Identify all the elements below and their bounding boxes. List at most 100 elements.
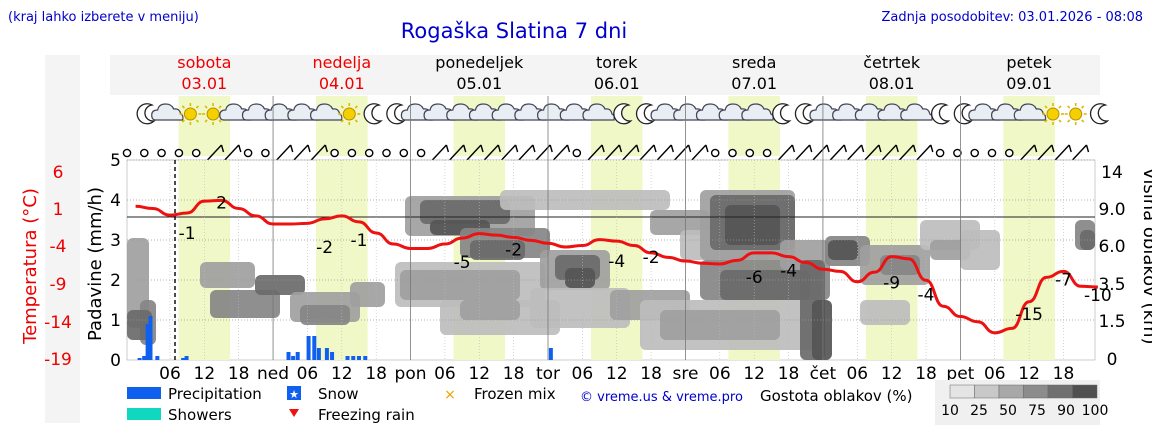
wind-barb	[864, 144, 880, 161]
wind-barb	[881, 144, 897, 161]
cloud-height-axis-label: Višina oblakov (km)	[1139, 167, 1152, 344]
density-swatch	[974, 384, 1000, 399]
wind-barb	[691, 144, 707, 161]
cloud-height-tick: 6.0	[1098, 237, 1125, 257]
cloud-density-cell	[720, 270, 810, 300]
x-tick: pon	[395, 364, 427, 384]
precip-bar	[324, 348, 329, 360]
wind-barb	[1071, 144, 1088, 161]
copyright[interactable]: © vreme.us & vreme.pro	[580, 390, 743, 405]
wind-barb	[532, 144, 536, 153]
wind-barb	[310, 144, 326, 161]
precip-bar	[330, 352, 335, 360]
temp-label: -7	[1055, 270, 1072, 290]
wind-barb	[843, 144, 847, 153]
precip-bar	[548, 348, 553, 360]
x-tick: 12	[194, 364, 216, 384]
x-tick: 18	[640, 364, 662, 384]
wind-barb	[518, 144, 534, 161]
region-hint-link[interactable]: (kraj lahko izberete v meniju)	[8, 10, 199, 25]
temp-axis-ticks: 6 1 -4 -9 -14 -19	[44, 163, 72, 370]
temp-label: -10	[1084, 286, 1112, 306]
cloud-density-cell	[725, 205, 780, 245]
wind-barb	[898, 144, 915, 161]
temp-label: -5	[454, 253, 471, 273]
cloud-density-scale: 10 25 50 75 90 100	[941, 384, 1108, 419]
x-tick: 06	[159, 364, 181, 384]
calm-wind-icon	[416, 148, 426, 158]
precip-tick: 1	[110, 311, 121, 331]
wind-barb	[431, 144, 447, 161]
precip-bar	[145, 324, 150, 360]
cloud-density-layer	[127, 190, 1095, 360]
precip-tick: 0	[110, 351, 121, 371]
day-date: 03.01	[181, 74, 227, 93]
calm-wind-icon	[935, 148, 945, 158]
wind-barb	[1033, 144, 1038, 153]
freezing-rain-icon	[289, 409, 299, 417]
wind-barb	[1054, 144, 1070, 161]
x-tick: 12	[881, 364, 903, 384]
day-date: 06.01	[594, 74, 640, 93]
calm-wind-icon	[710, 148, 720, 158]
wind-barb	[912, 144, 917, 153]
wind-barb	[1037, 144, 1053, 161]
density-tick: 75	[1028, 403, 1046, 419]
density-swatch	[1047, 384, 1073, 399]
precip-tick: 5	[110, 151, 121, 171]
temp-label: -6	[746, 268, 763, 288]
cloud-density-cell	[460, 300, 520, 320]
cloud-height-axis-ticks: 0 1.5 3.5 6.0 9.0 14	[1098, 163, 1125, 370]
calm-wind-icon	[191, 148, 201, 158]
cloud-density-cell	[812, 300, 832, 360]
wind-barb	[636, 144, 640, 153]
legend-snow-label: Snow	[318, 385, 358, 403]
moon-icon	[1089, 103, 1109, 125]
x-tick: 18	[503, 364, 525, 384]
x-tick: 12	[1018, 364, 1040, 384]
wind-barb	[1085, 144, 1090, 153]
cloud-height-tick: 14	[1101, 163, 1123, 183]
calm-wind-icon	[399, 148, 409, 158]
precip-bar	[155, 356, 160, 360]
wind-barb	[206, 144, 223, 161]
x-tick: čet	[810, 364, 837, 384]
wind-barb	[549, 144, 553, 153]
wind-barb	[791, 144, 796, 153]
wind-barb	[618, 144, 623, 153]
density-swatch	[949, 384, 975, 399]
precip-bar	[295, 352, 300, 360]
temp-label: -1	[179, 224, 196, 244]
temp-label: -2	[643, 248, 660, 268]
legend: Precipitation Showers ★ Snow Freezing ra…	[127, 380, 1108, 425]
wind-barb	[916, 144, 932, 161]
precip-bar	[137, 358, 142, 360]
density-tick: 25	[970, 403, 988, 419]
day-date: 08.01	[869, 74, 915, 93]
wind-barb	[653, 144, 657, 153]
temp-tick: 6	[53, 163, 64, 183]
temp-label: -1	[350, 231, 367, 251]
day-date: 04.01	[319, 74, 365, 93]
precip-bar	[316, 348, 321, 360]
x-tick: tor	[536, 364, 560, 384]
calm-wind-icon	[330, 148, 339, 158]
precip-bar	[148, 316, 153, 360]
wind-barb	[552, 144, 569, 161]
cloud-density-cell	[200, 262, 255, 288]
legend-frozen-label: Frozen mix	[474, 385, 556, 403]
wind-barb	[930, 144, 934, 153]
wind-barb	[705, 144, 709, 153]
wind-barb	[622, 144, 638, 161]
x-tick: 06	[434, 364, 456, 384]
wind-barb	[829, 144, 845, 161]
legend-showers-label: Showers	[168, 406, 232, 424]
calm-wind-icon	[139, 148, 149, 158]
density-tick: 90	[1057, 403, 1075, 419]
precip-bar	[356, 356, 361, 360]
cloud-height-tick: 1.5	[1098, 312, 1125, 332]
calm-wind-icon	[970, 148, 980, 158]
calm-wind-icon	[745, 148, 755, 158]
x-tick: 06	[572, 364, 594, 384]
legend-freezing-label: Freezing rain	[318, 406, 415, 424]
